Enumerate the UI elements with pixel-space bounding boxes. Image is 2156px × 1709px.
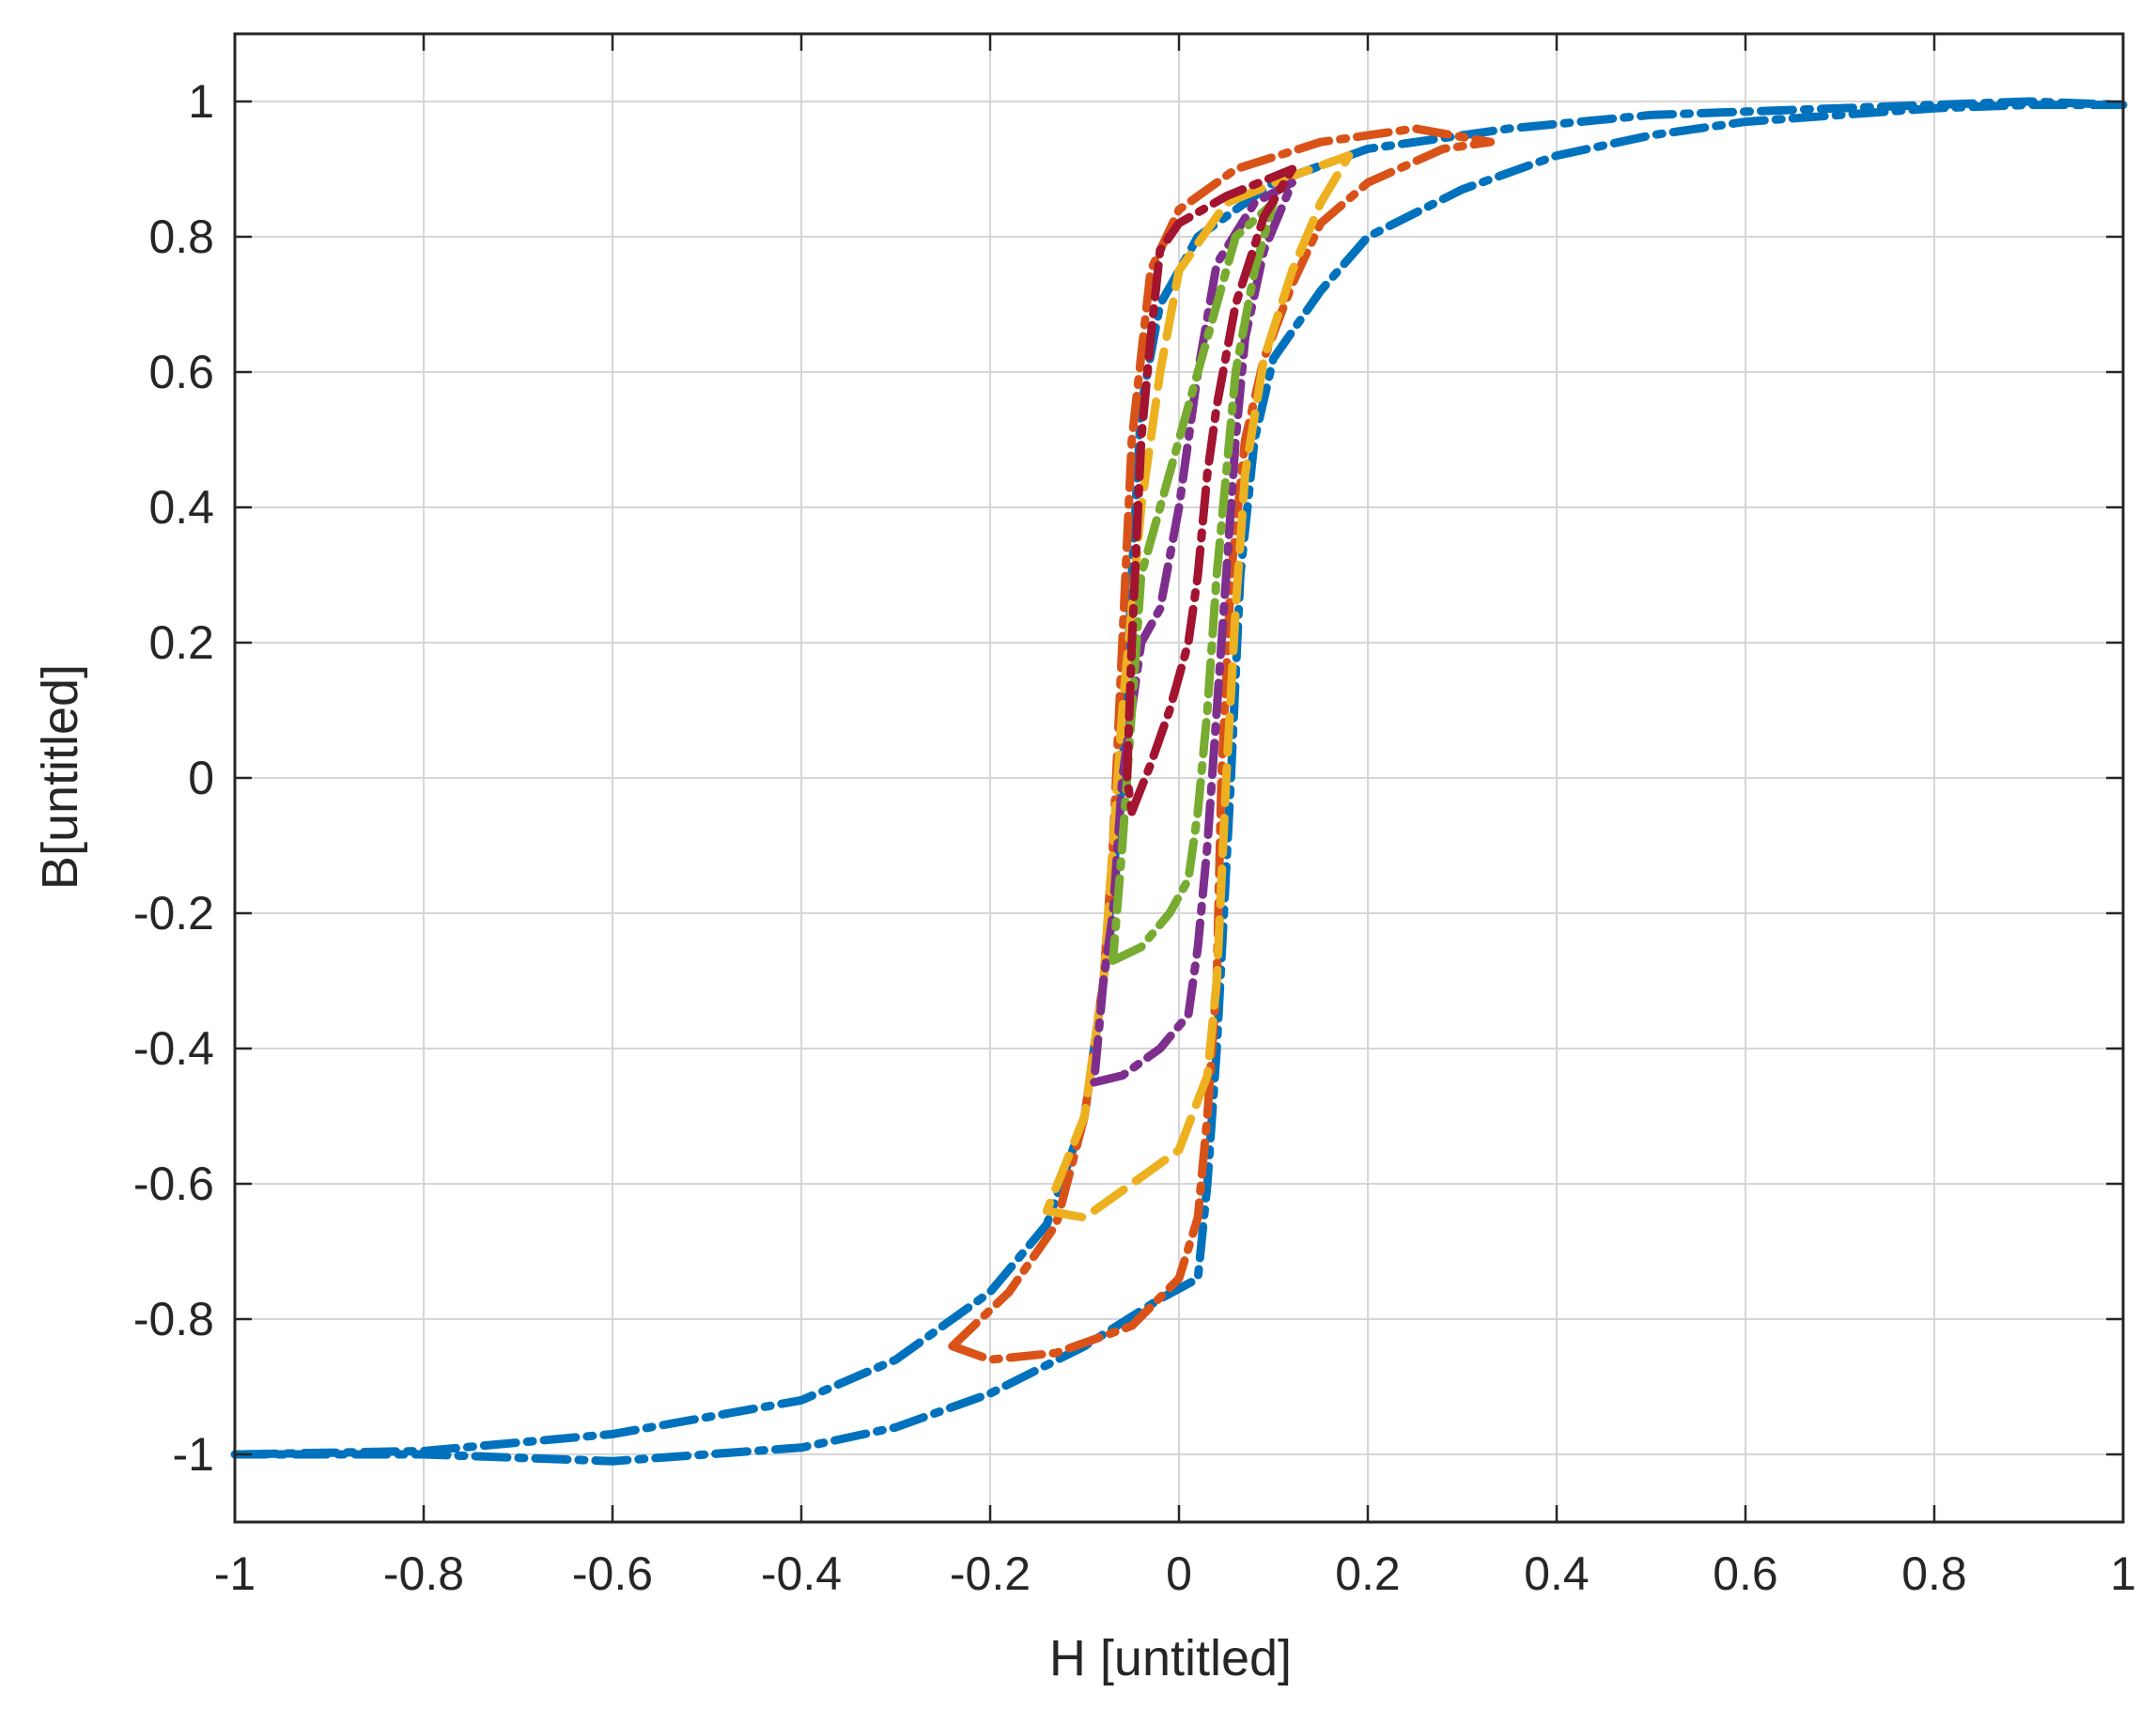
x-tick-label: -1 [214,1547,256,1600]
y-tick-label: -0.6 [133,1157,214,1210]
y-tick-label: 0 [188,752,214,804]
x-tick-label: 0.2 [1335,1547,1401,1600]
series-line-6 [1123,164,1297,816]
series-line-3 [1042,151,1354,1222]
x-axis-label: H [untitled] [1049,1630,1292,1686]
y-tick-label: 0.2 [148,616,214,669]
x-tick-label: -0.8 [383,1547,464,1600]
x-tick-label: 0 [1166,1547,1192,1600]
ticks [233,34,2125,1522]
y-tick-label: 0.4 [148,481,214,534]
series-layer [230,97,2128,1466]
y-tick-label: 0.8 [148,210,214,263]
y-tick-label: 1 [188,75,214,128]
x-tick-label: -0.4 [761,1547,842,1600]
y-tick-label: -1 [173,1428,214,1481]
y-tick-label: 0.6 [148,346,214,398]
x-tick-label: -0.6 [572,1547,653,1600]
x-tick-label: 1 [2110,1547,2136,1600]
y-axis-label: B[untitled] [32,664,88,890]
tick-labels: -1 -0.8 -0.6 -0.4 -0.2 0 0.2 0.4 0.6 0.8 1 -1 -0.8 -0… [133,75,2136,1600]
x-tick-label: 0.6 [1713,1547,1778,1600]
x-tick-label: 0.8 [1901,1547,1967,1600]
series-line-2 [948,124,1496,1364]
grid-lines [234,34,2124,1522]
series-line-5 [1109,198,1278,965]
x-tick-label: -0.2 [950,1547,1031,1600]
y-tick-label: -0.2 [133,887,214,940]
y-tick-label: -0.4 [133,1022,214,1075]
x-tick-label: 0.4 [1524,1547,1590,1600]
y-tick-label: -0.8 [133,1293,214,1345]
